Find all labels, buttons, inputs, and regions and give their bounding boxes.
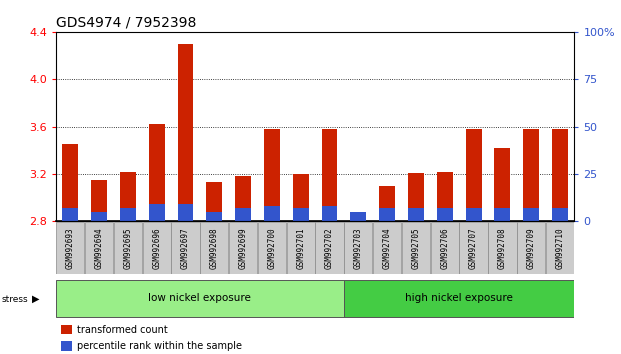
FancyBboxPatch shape [143,222,171,274]
Text: GSM992703: GSM992703 [354,227,363,269]
Bar [524,208,539,221]
Text: percentile rank within the sample: percentile rank within the sample [76,341,242,351]
Bar [494,148,510,221]
FancyBboxPatch shape [402,222,430,274]
FancyBboxPatch shape [344,222,373,274]
FancyBboxPatch shape [431,222,459,274]
Bar [149,124,165,221]
FancyBboxPatch shape [200,222,229,274]
Text: GDS4974 / 7952398: GDS4974 / 7952398 [56,16,196,30]
FancyBboxPatch shape [114,222,142,274]
Bar [350,212,366,221]
Bar [178,44,194,221]
Bar [293,174,309,221]
Bar [91,212,107,221]
Bar [235,176,251,221]
Text: GSM992698: GSM992698 [210,227,219,269]
Bar [322,206,337,221]
Bar [120,172,136,221]
Bar [91,180,107,221]
FancyBboxPatch shape [258,222,286,274]
Bar [149,204,165,221]
Bar [437,172,453,221]
FancyBboxPatch shape [229,222,257,274]
Text: GSM992702: GSM992702 [325,227,334,269]
FancyBboxPatch shape [460,222,487,274]
Bar [350,213,366,221]
Text: high nickel exposure: high nickel exposure [406,293,513,303]
Bar [120,208,136,221]
Bar [408,208,424,221]
Text: GSM992704: GSM992704 [383,227,392,269]
Text: GSM992693: GSM992693 [66,227,75,269]
Bar [235,208,251,221]
Bar [293,208,309,221]
Bar [524,129,539,221]
Text: GSM992697: GSM992697 [181,227,190,269]
Text: ▶: ▶ [32,294,40,304]
Text: GSM992708: GSM992708 [498,227,507,269]
Text: GSM992705: GSM992705 [412,227,420,269]
FancyBboxPatch shape [171,222,199,274]
Text: GSM992707: GSM992707 [469,227,478,269]
Bar [408,173,424,221]
FancyBboxPatch shape [85,222,113,274]
Bar [62,144,78,221]
Bar [322,129,337,221]
Text: low nickel exposure: low nickel exposure [148,293,252,303]
Bar [178,204,194,221]
Text: GSM992710: GSM992710 [556,227,564,269]
Bar [466,208,481,221]
FancyBboxPatch shape [373,222,401,274]
Bar [379,208,395,221]
Bar [206,212,222,221]
Bar [494,208,510,221]
Text: GSM992696: GSM992696 [152,227,161,269]
FancyBboxPatch shape [344,280,574,316]
FancyBboxPatch shape [546,222,574,274]
Text: GSM992709: GSM992709 [527,227,536,269]
Bar [61,325,73,335]
Text: GSM992699: GSM992699 [238,227,248,269]
Text: GSM992700: GSM992700 [268,227,276,269]
Bar [552,129,568,221]
Text: GSM992694: GSM992694 [94,227,104,269]
Bar [206,182,222,221]
Text: transformed count: transformed count [76,325,168,335]
FancyBboxPatch shape [287,222,315,274]
Bar [264,129,280,221]
Bar [61,341,73,350]
FancyBboxPatch shape [488,222,517,274]
Bar [437,208,453,221]
Bar [552,208,568,221]
Bar [264,206,280,221]
FancyBboxPatch shape [56,280,343,316]
Bar [62,208,78,221]
Text: GSM992706: GSM992706 [440,227,449,269]
Bar [379,186,395,221]
FancyBboxPatch shape [56,222,84,274]
Text: GSM992695: GSM992695 [124,227,132,269]
FancyBboxPatch shape [517,222,545,274]
Bar [466,129,481,221]
FancyBboxPatch shape [315,222,343,274]
Text: stress: stress [2,295,29,304]
Text: GSM992701: GSM992701 [296,227,306,269]
